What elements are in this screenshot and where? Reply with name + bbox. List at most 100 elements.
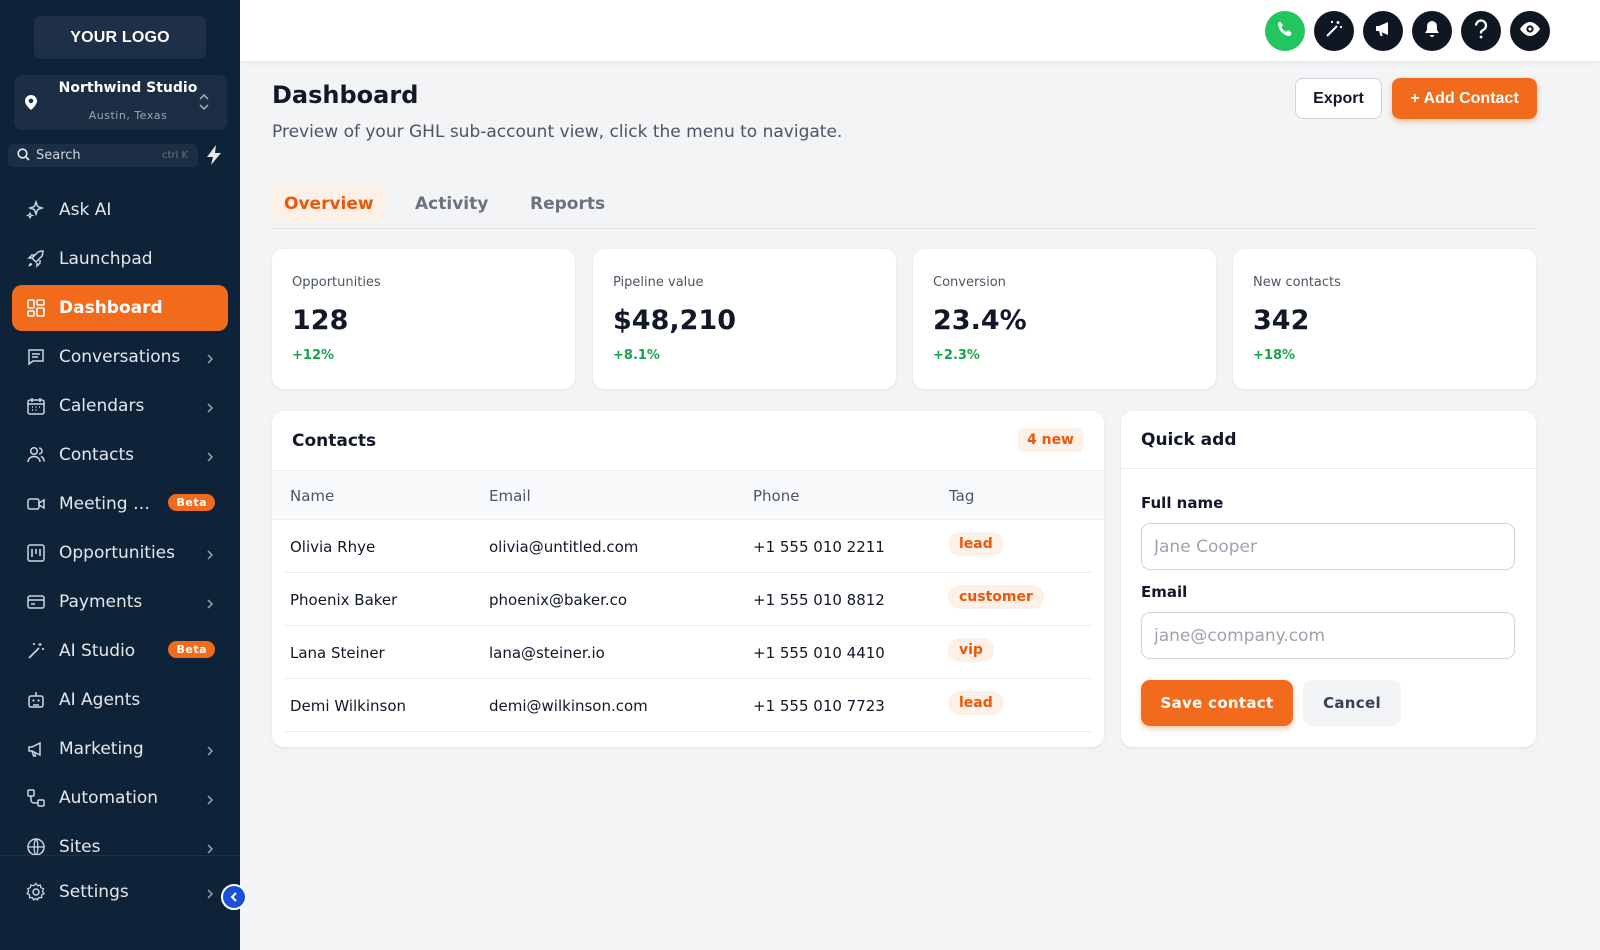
contact-name: Olivia Rhye <box>290 538 376 556</box>
column-header-tag[interactable]: Tag <box>949 487 975 505</box>
stat-value: $48,210 <box>613 305 736 336</box>
sidebar-item-calendars[interactable]: Calendars <box>12 383 228 429</box>
location-name: Northwind Studio <box>58 80 198 96</box>
robot-icon <box>24 688 48 712</box>
sidebar-item-launchpad[interactable]: Launchpad <box>12 236 228 282</box>
export-button[interactable]: Export <box>1295 78 1382 119</box>
stat-label: New contacts <box>1253 275 1341 290</box>
cancel-button[interactable]: Cancel <box>1303 680 1401 726</box>
column-header-email[interactable]: Email <box>489 487 531 505</box>
search-icon <box>17 146 30 165</box>
bolt-icon[interactable] <box>206 145 222 169</box>
contact-email: phoenix@baker.co <box>489 591 628 609</box>
chevron-right-icon <box>206 399 214 419</box>
sidebar-item-label: Meeting Notes <box>59 494 154 514</box>
sidebar-item-payments[interactable]: Payments <box>12 579 228 625</box>
search-label: Search <box>36 148 81 163</box>
table-header: Name Email Phone Tag <box>272 470 1104 520</box>
phone-icon <box>1276 20 1294 42</box>
sidebar: YOUR LOGO Northwind Studio Austin, Texas… <box>0 0 240 950</box>
sidebar-item-meeting-notes[interactable]: Meeting Notes Beta <box>12 481 228 527</box>
sidebar-item-marketing[interactable]: Marketing <box>12 726 228 772</box>
notifications-button[interactable] <box>1412 11 1452 51</box>
chevron-left-icon <box>229 888 239 907</box>
stat-delta: +18% <box>1253 348 1296 363</box>
sidebar-search[interactable]: Search ctrl K <box>8 144 198 167</box>
stat-label: Opportunities <box>292 275 381 290</box>
column-header-phone[interactable]: Phone <box>753 487 800 505</box>
stat-delta: +12% <box>292 348 335 363</box>
sidebar-item-ai-agents[interactable]: AI Agents <box>12 677 228 723</box>
sidebar-item-automation[interactable]: Automation <box>12 775 228 821</box>
contact-phone: +1 555 010 7723 <box>753 697 885 715</box>
full-name-field[interactable] <box>1141 523 1515 570</box>
contact-phone: +1 555 010 8812 <box>753 591 885 609</box>
credit-card-icon <box>24 590 48 614</box>
tab-activity[interactable]: Activity <box>415 194 489 214</box>
sidebar-item-dashboard[interactable]: Dashboard <box>12 285 228 331</box>
column-header-name[interactable]: Name <box>290 487 335 505</box>
gear-icon <box>24 880 48 904</box>
divider <box>1121 468 1536 469</box>
sidebar-item-ai-studio[interactable]: AI Studio Beta <box>12 628 228 674</box>
sidebar-item-label: AI Agents <box>59 690 141 710</box>
contact-tag: customer <box>948 585 1044 609</box>
contact-phone: +1 555 010 4410 <box>753 644 885 662</box>
phone-button[interactable] <box>1265 11 1305 51</box>
sidebar-item-conversations[interactable]: Conversations <box>12 334 228 380</box>
location-switcher[interactable]: Northwind Studio Austin, Texas <box>14 75 227 130</box>
chevron-right-icon <box>206 448 214 468</box>
search-shortcut: ctrl K <box>161 150 188 161</box>
tab-overview[interactable]: Overview <box>272 186 386 222</box>
logo: YOUR LOGO <box>34 16 206 59</box>
chat-icon <box>24 345 48 369</box>
sidebar-item-label: Contacts <box>59 445 134 465</box>
help-button[interactable] <box>1461 11 1501 51</box>
location-sub: Austin, Texas <box>88 109 168 122</box>
preview-button[interactable] <box>1510 11 1550 51</box>
chevron-right-icon <box>206 791 214 811</box>
stat-delta: +8.1% <box>613 348 660 363</box>
chevron-right-icon <box>206 595 214 615</box>
magic-wand-icon <box>24 639 48 663</box>
contact-tag: lead <box>948 691 1004 715</box>
sidebar-item-label: Calendars <box>59 396 145 416</box>
announcements-button[interactable] <box>1363 11 1403 51</box>
email-field[interactable] <box>1141 612 1515 659</box>
table-row[interactable]: Demi Wilkinson demi@wilkinson.com +1 555… <box>284 679 1092 732</box>
stat-value: 23.4% <box>933 305 1027 336</box>
sidebar-item-label: Sites <box>59 837 101 857</box>
sidebar-item-ask-ai[interactable]: Ask AI <box>12 187 228 233</box>
sparkles-icon <box>24 198 48 222</box>
topbar <box>240 0 1600 61</box>
quick-add-card: Quick add Full name Email Save contact C… <box>1121 411 1536 747</box>
collapse-sidebar-button[interactable] <box>221 884 247 910</box>
sidebar-footer: Settings <box>0 855 240 950</box>
sidebar-item-opportunities[interactable]: Opportunities <box>12 530 228 576</box>
quick-add-title: Quick add <box>1141 430 1237 450</box>
table-row[interactable]: Lana Steiner lana@steiner.io +1 555 010 … <box>284 626 1092 679</box>
contact-tag: lead <box>948 532 1004 556</box>
sidebar-item-label: Launchpad <box>59 249 153 269</box>
contact-name: Lana Steiner <box>290 644 385 662</box>
calendar-icon <box>24 394 48 418</box>
magic-wand-icon <box>1324 19 1344 43</box>
chevron-right-icon <box>206 350 214 370</box>
table-row[interactable]: Olivia Rhye olivia@untitled.com +1 555 0… <box>284 520 1092 573</box>
sidebar-item-label: Automation <box>59 788 159 808</box>
new-contacts-badge: 4 new <box>1017 428 1083 452</box>
contact-email: olivia@untitled.com <box>489 538 639 556</box>
stat-label: Conversion <box>933 275 1006 290</box>
tab-reports[interactable]: Reports <box>530 194 606 214</box>
save-contact-button[interactable]: Save contact <box>1141 680 1293 726</box>
sidebar-item-settings[interactable]: Settings <box>12 869 228 915</box>
ai-assist-button[interactable] <box>1314 11 1354 51</box>
chevron-right-icon <box>206 742 214 762</box>
page-title: Dashboard <box>272 81 419 109</box>
eye-icon <box>1519 21 1541 41</box>
grid-icon <box>24 296 48 320</box>
add-contact-button[interactable]: + Add Contact <box>1392 78 1537 119</box>
table-row[interactable]: Phoenix Baker phoenix@baker.co +1 555 01… <box>284 573 1092 626</box>
sidebar-item-contacts[interactable]: Contacts <box>12 432 228 478</box>
megaphone-icon <box>1373 19 1393 43</box>
